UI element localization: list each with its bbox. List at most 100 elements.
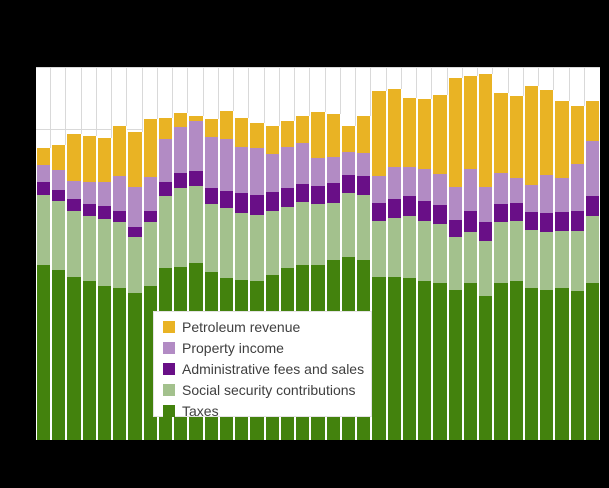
legend-label: Administrative fees and sales bbox=[182, 361, 365, 377]
bar-segment-social-security-contributions bbox=[205, 204, 218, 272]
bar-segment-social-security-contributions bbox=[433, 224, 447, 283]
stacked-bar-34 bbox=[539, 90, 554, 440]
bar-segment-petroleum-revenue bbox=[83, 136, 96, 183]
bar-segment-petroleum-revenue bbox=[281, 121, 294, 148]
bar-segment-administrative-fees-and-sales bbox=[205, 187, 218, 205]
horizontal-gridline bbox=[36, 67, 600, 68]
bar-segment-taxes bbox=[540, 289, 553, 440]
stacked-bar-25 bbox=[402, 98, 417, 440]
bar-segment-social-security-contributions bbox=[479, 241, 492, 297]
legend-item-property-income: Property income bbox=[163, 338, 371, 358]
stacked-bar-37 bbox=[585, 100, 600, 440]
stacked-bar-24 bbox=[387, 89, 402, 440]
bar-segment-petroleum-revenue bbox=[418, 98, 431, 169]
bar-segment-administrative-fees-and-sales bbox=[281, 187, 294, 207]
bar-segment-property-income bbox=[327, 156, 340, 183]
bar-segment-property-income bbox=[479, 187, 492, 222]
bar-segment-social-security-contributions bbox=[174, 187, 187, 267]
bar-segment-petroleum-revenue bbox=[449, 77, 462, 188]
bar-segment-social-security-contributions bbox=[266, 211, 279, 275]
bar-segment-taxes bbox=[494, 282, 508, 440]
bar-segment-petroleum-revenue bbox=[555, 101, 569, 178]
bar-segment-administrative-fees-and-sales bbox=[128, 227, 142, 237]
legend-item-administrative-fees-and-sales: Administrative fees and sales bbox=[163, 359, 371, 379]
bar-segment-property-income bbox=[372, 175, 386, 204]
bar-segment-administrative-fees-and-sales bbox=[327, 182, 340, 203]
bar-segment-social-security-contributions bbox=[342, 192, 355, 257]
bar-segment-petroleum-revenue bbox=[266, 126, 279, 155]
bar-segment-administrative-fees-and-sales bbox=[433, 205, 447, 225]
bar-segment-administrative-fees-and-sales bbox=[83, 204, 96, 217]
bar-segment-petroleum-revenue bbox=[128, 131, 142, 188]
bar-segment-social-security-contributions bbox=[510, 220, 523, 281]
bar-segment-administrative-fees-and-sales bbox=[464, 211, 477, 233]
bar-segment-petroleum-revenue bbox=[372, 90, 386, 176]
stacked-bar-33 bbox=[524, 86, 539, 440]
bar-segment-taxes bbox=[555, 288, 569, 440]
bar-segment-property-income bbox=[174, 127, 187, 173]
bar-segment-property-income bbox=[159, 139, 172, 183]
bar-segment-taxes bbox=[372, 276, 386, 440]
stacked-bar-28 bbox=[448, 77, 463, 440]
bar-segment-social-security-contributions bbox=[555, 231, 569, 289]
bar-segment-administrative-fees-and-sales bbox=[586, 196, 599, 217]
bar-segment-administrative-fees-and-sales bbox=[296, 183, 309, 202]
bar-segment-social-security-contributions bbox=[571, 230, 584, 291]
bar-segment-petroleum-revenue bbox=[510, 95, 523, 178]
stacked-bar-23 bbox=[371, 90, 387, 440]
stacked-bar-27 bbox=[432, 95, 448, 440]
bar-segment-property-income bbox=[311, 157, 325, 186]
bar-segment-property-income bbox=[235, 147, 248, 193]
bar-segment-taxes bbox=[113, 287, 126, 440]
bar-segment-social-security-contributions bbox=[296, 201, 309, 266]
bar-segment-petroleum-revenue bbox=[159, 118, 172, 140]
bar-segment-administrative-fees-and-sales bbox=[403, 195, 416, 216]
bar-segment-property-income bbox=[128, 187, 142, 228]
bar-segment-taxes bbox=[449, 289, 462, 440]
bar-segment-property-income bbox=[510, 177, 523, 203]
bar-segment-petroleum-revenue bbox=[357, 116, 370, 154]
bar-segment-administrative-fees-and-sales bbox=[372, 203, 386, 222]
legend-swatch bbox=[163, 384, 175, 396]
bar-segment-petroleum-revenue bbox=[296, 115, 309, 144]
bar-segment-taxes bbox=[128, 292, 142, 440]
bar-segment-property-income bbox=[540, 175, 553, 214]
bar-segment-administrative-fees-and-sales bbox=[37, 182, 50, 196]
bar-segment-property-income bbox=[220, 139, 233, 192]
bar-segment-petroleum-revenue bbox=[464, 75, 477, 169]
bar-segment-property-income bbox=[357, 153, 370, 176]
bar-segment-property-income bbox=[571, 164, 584, 212]
bar-segment-petroleum-revenue bbox=[586, 100, 599, 141]
bar-segment-administrative-fees-and-sales bbox=[250, 195, 264, 215]
bar-segment-social-security-contributions bbox=[128, 236, 142, 293]
bar-segment-administrative-fees-and-sales bbox=[510, 202, 523, 221]
bar-segment-administrative-fees-and-sales bbox=[342, 174, 355, 193]
bar-segment-administrative-fees-and-sales bbox=[571, 211, 584, 231]
bar-segment-social-security-contributions bbox=[388, 218, 401, 277]
bar-segment-social-security-contributions bbox=[525, 229, 538, 289]
bar-segment-petroleum-revenue bbox=[403, 98, 416, 167]
bar-segment-property-income bbox=[449, 187, 462, 220]
bar-segment-administrative-fees-and-sales bbox=[189, 171, 203, 187]
bar-segment-social-security-contributions bbox=[235, 212, 248, 280]
bar-segment-petroleum-revenue bbox=[98, 137, 111, 183]
bar-segment-taxes bbox=[37, 265, 50, 440]
bar-segment-administrative-fees-and-sales bbox=[357, 175, 370, 196]
bar-segment-property-income bbox=[67, 181, 81, 200]
bar-segment-administrative-fees-and-sales bbox=[449, 219, 462, 237]
stacked-bar-35 bbox=[554, 101, 570, 440]
legend-item-social-security-contributions: Social security contributions bbox=[163, 380, 371, 400]
bar-segment-taxes bbox=[586, 283, 599, 440]
bar-segment-petroleum-revenue bbox=[525, 86, 538, 185]
bar-segment-petroleum-revenue bbox=[205, 119, 218, 138]
bar-segment-social-security-contributions bbox=[37, 195, 50, 266]
bar-segment-social-security-contributions bbox=[372, 221, 386, 277]
bar-segment-petroleum-revenue bbox=[327, 114, 340, 157]
bar-segment-petroleum-revenue bbox=[67, 133, 81, 182]
legend-swatch bbox=[163, 342, 175, 354]
bar-segment-property-income bbox=[388, 166, 401, 199]
bar-segment-petroleum-revenue bbox=[174, 113, 187, 128]
bar-segment-taxes bbox=[67, 276, 81, 440]
bar-segment-administrative-fees-and-sales bbox=[479, 221, 492, 242]
